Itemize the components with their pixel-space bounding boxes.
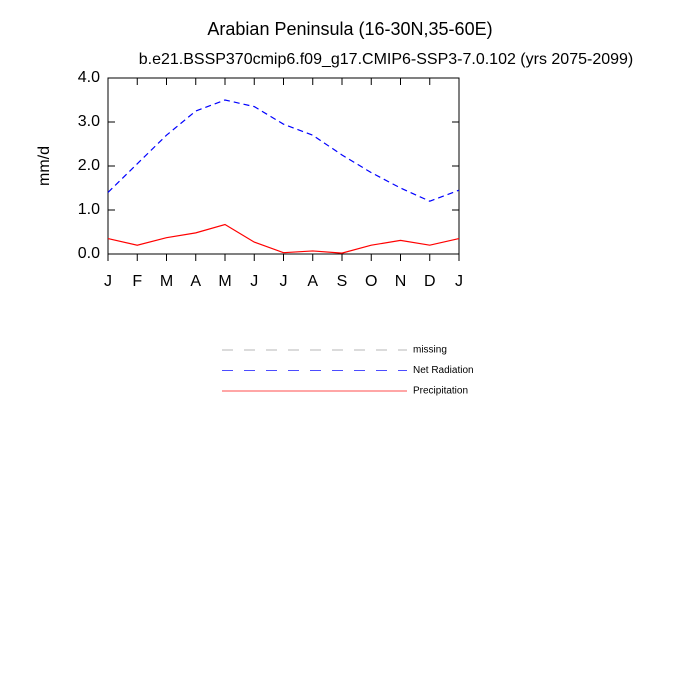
x-tick-label: N (395, 273, 407, 290)
chart-title: Arabian Peninsula (16-30N,35-60E) (207, 19, 492, 39)
x-tick-label: M (160, 273, 173, 290)
x-tick-label: J (280, 273, 288, 290)
legend-label: Precipitation (413, 386, 468, 397)
series-line (107, 223, 460, 254)
y-tick-label: 3.0 (78, 113, 100, 130)
x-tick-label: A (307, 273, 318, 290)
x-tick-label: M (218, 273, 231, 290)
series-line (107, 99, 460, 202)
y-tick-label: 0.0 (78, 245, 100, 262)
plot-frame (107, 77, 460, 255)
chart-subtitle: b.e21.BSSP370cmip6.f09_g17.CMIP6-SSP3-7.… (139, 51, 634, 68)
x-tick-label: F (132, 273, 142, 290)
x-tick-label: J (250, 273, 258, 290)
x-tick-label: A (190, 273, 201, 290)
x-tick-label: S (337, 273, 348, 290)
y-tick-label: 2.0 (78, 157, 100, 174)
y-tick-label: 4.0 (78, 69, 100, 86)
y-tick-label: 1.0 (78, 201, 100, 218)
x-tick-label: O (365, 273, 377, 290)
legend-label: Net Radiation (413, 365, 474, 376)
y-axis-label: mm/d (36, 146, 53, 186)
x-tick-label: J (455, 273, 463, 290)
x-tick-label: J (104, 273, 112, 290)
x-tick-label: D (424, 273, 436, 290)
legend-label: missing (413, 345, 447, 356)
